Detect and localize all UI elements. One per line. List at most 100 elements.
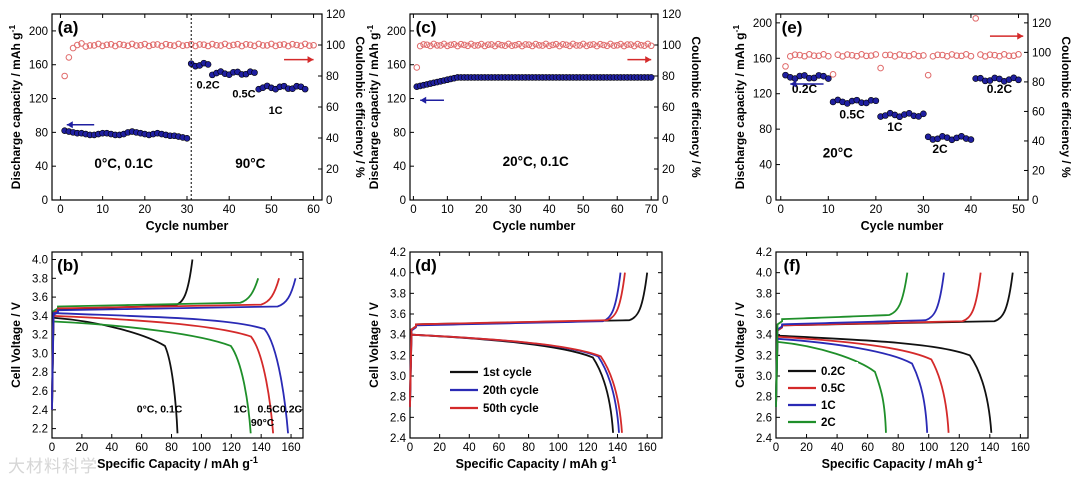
x-axis-label: Cycle number bbox=[861, 219, 944, 233]
ce-point bbox=[99, 42, 106, 50]
y2-tick-label: 20 bbox=[1032, 165, 1045, 177]
y-tick-label: 2.4 bbox=[390, 433, 407, 445]
ce-point bbox=[90, 42, 98, 49]
x-tick-label: 120 bbox=[950, 442, 969, 454]
ce-point bbox=[844, 51, 851, 58]
ce-point bbox=[542, 40, 550, 48]
ce-point bbox=[310, 41, 317, 49]
ce-point bbox=[162, 40, 170, 48]
ce-point bbox=[967, 52, 975, 60]
panel-e: 0 10 20 30 40 50 0 40 80 120 160 200 0 20 40 60 80 100 120… bbox=[731, 13, 1073, 233]
annotation-rate-0-2c-return: 0.2C bbox=[987, 82, 1013, 96]
arrow-ce-axis-head bbox=[1017, 32, 1024, 40]
ce-point bbox=[915, 52, 922, 60]
y-tick-label: 3.4 bbox=[390, 330, 407, 342]
y2-tick-label: 20 bbox=[662, 164, 675, 176]
ce-point bbox=[627, 41, 635, 48]
ce-point bbox=[556, 42, 563, 50]
x-axis-label: Cycle number bbox=[146, 219, 229, 233]
ce-point bbox=[637, 41, 645, 49]
x-tick-label: 70 bbox=[645, 204, 658, 216]
ce-point bbox=[276, 41, 284, 49]
y-tick-label: 80 bbox=[35, 127, 48, 139]
y-tick-label: 4.0 bbox=[756, 268, 772, 280]
y-tick-label: 3.8 bbox=[756, 288, 772, 300]
x-axis-label: Cycle number bbox=[493, 219, 576, 233]
x-tick-label: 0 bbox=[407, 442, 413, 454]
y-tick-label: 3.0 bbox=[32, 348, 48, 360]
ce-point bbox=[508, 42, 516, 50]
y-tick-label: 3.2 bbox=[756, 350, 772, 362]
ce-point bbox=[607, 40, 614, 48]
ce-point bbox=[624, 41, 631, 48]
ce-point bbox=[461, 41, 468, 49]
ce-point bbox=[95, 40, 102, 48]
x-tick-label: 40 bbox=[105, 442, 118, 454]
ce-point bbox=[810, 52, 818, 60]
annotation-condition: 0°C, 0.1C bbox=[94, 156, 153, 171]
ce-point bbox=[512, 41, 519, 49]
ce-point bbox=[948, 51, 956, 58]
legend-label: 1st cycle bbox=[483, 367, 532, 379]
discharge-curve bbox=[775, 340, 887, 433]
ce-point bbox=[78, 40, 85, 47]
arrow-ce-axis-head bbox=[307, 56, 314, 64]
y2-tick-label: 0 bbox=[326, 195, 332, 207]
x-tick-label: 40 bbox=[965, 204, 978, 216]
charge-curve bbox=[775, 272, 945, 397]
ce-point bbox=[1010, 52, 1018, 60]
y2-tick-label: 40 bbox=[1032, 136, 1045, 148]
annotation-series-0-5c: 0.5C bbox=[258, 404, 281, 416]
y2-tick-label: 60 bbox=[662, 102, 675, 114]
plot-frame bbox=[409, 251, 663, 439]
ce-point bbox=[179, 42, 187, 50]
ce-point bbox=[579, 40, 587, 48]
y2-tick-label: 0 bbox=[1032, 195, 1038, 207]
ce-point bbox=[246, 41, 254, 49]
y-tick-label: 40 bbox=[759, 160, 772, 172]
y2-tick-label: 60 bbox=[326, 102, 339, 114]
ce-point bbox=[630, 42, 638, 50]
ce-point bbox=[896, 51, 903, 58]
y2-axis-label: Coulombic efficiency / % bbox=[689, 36, 703, 178]
x-tick-label: 30 bbox=[509, 204, 522, 216]
x-tick-label: 10 bbox=[822, 204, 835, 216]
ce-point bbox=[450, 41, 458, 48]
legend-label: 2C bbox=[821, 417, 836, 429]
annotation-condition: 20°C, 0.1C bbox=[503, 154, 569, 169]
y2-tick-label: 120 bbox=[1032, 18, 1051, 30]
ce-point bbox=[297, 42, 305, 50]
ce-point bbox=[171, 42, 178, 50]
ce-point bbox=[934, 51, 941, 59]
ce-point bbox=[444, 42, 451, 50]
ce-point bbox=[505, 40, 512, 48]
y2-tick-label: 40 bbox=[662, 133, 675, 145]
y-tick-label: 3.2 bbox=[32, 330, 48, 342]
ce-point bbox=[103, 41, 111, 49]
panel-c: 0 10 20 30 40 50 60 70 0 40 80 120 160 200 0 20 40 60 80 10… bbox=[365, 9, 703, 233]
ce-point bbox=[848, 51, 856, 59]
x-tick-label: 20 bbox=[869, 204, 882, 216]
discharge-curve bbox=[51, 312, 289, 434]
y-tick-label: 200 bbox=[753, 18, 772, 30]
ce-point bbox=[617, 40, 624, 48]
y2-axis-label: Coulombic efficiency / % bbox=[1059, 36, 1073, 178]
y2-axis-label: Coulombic efficiency / % bbox=[353, 36, 367, 178]
x-tick-label: 100 bbox=[549, 442, 568, 454]
ce-point bbox=[474, 42, 482, 49]
y-tick-label: 2.6 bbox=[32, 386, 48, 398]
annotation-series-0-2c: 0.2C bbox=[280, 404, 303, 416]
capacity-point bbox=[1015, 76, 1022, 84]
ce-point bbox=[491, 42, 499, 50]
ce-point bbox=[213, 41, 220, 49]
y-tick-label: 3.6 bbox=[756, 309, 772, 321]
charge-curve bbox=[51, 278, 280, 401]
legend-label: 0.5C bbox=[821, 383, 845, 395]
y-tick-label: 3.6 bbox=[32, 292, 48, 304]
ce-point bbox=[111, 42, 119, 50]
ce-point bbox=[539, 42, 546, 49]
ce-point bbox=[545, 42, 553, 50]
capacity-point bbox=[647, 74, 655, 81]
ce-point bbox=[877, 64, 884, 72]
panel-f: 0 20 40 60 80 100 120 140 160 2.4 2.6 2.8 3.0 3.2 3.4 3… bbox=[733, 247, 1030, 471]
